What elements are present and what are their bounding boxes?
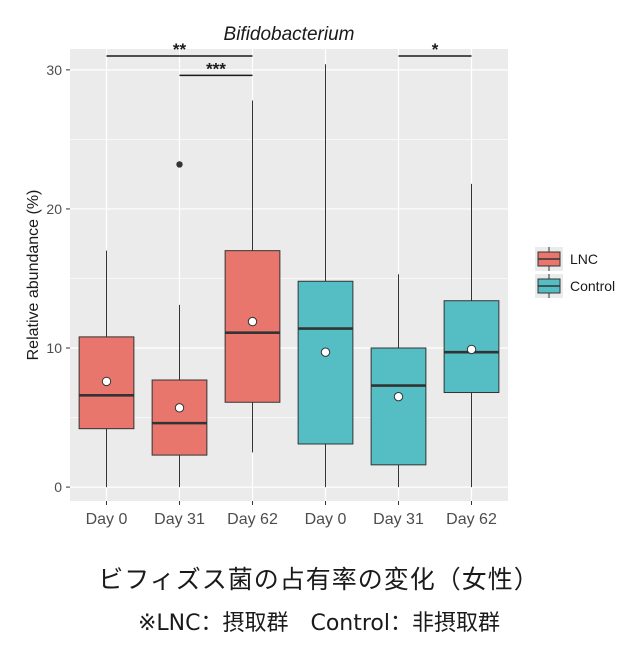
significance-label: * xyxy=(432,40,439,59)
figure-caption-note: ※LNC：摂取群 Control：非摂取群 xyxy=(137,611,501,636)
chart-title: Bifidobacterium xyxy=(224,24,355,45)
gridlines-minor xyxy=(70,139,508,418)
outlier-point xyxy=(176,161,183,168)
figure-caption-title: ビフィズス菌の占有率の変化（女性） xyxy=(98,565,540,594)
box-lnc-day-62 xyxy=(224,100,281,453)
mean-point xyxy=(393,391,404,402)
boxplot-chart: Bifidobacterium 0 10 20 30 Day 0 Day 31 Day 6… xyxy=(25,24,615,528)
legend: LNC Control xyxy=(535,247,615,298)
y-tick-label: 20 xyxy=(46,201,62,217)
box-iqr xyxy=(297,280,354,445)
x-tick-label: Day 62 xyxy=(446,511,497,528)
y-tick-label: 30 xyxy=(46,62,62,78)
significance-brackets: ****** xyxy=(106,40,472,78)
y-tick-label: 0 xyxy=(54,479,62,495)
legend-label-lnc: LNC xyxy=(570,251,598,267)
box-iqr xyxy=(224,250,281,403)
box-iqr xyxy=(151,379,208,456)
significance-label: *** xyxy=(206,59,226,78)
x-axis: Day 0 Day 31 Day 62 Day 0 Day 31 Day 62 xyxy=(86,501,497,528)
significance-label: ** xyxy=(173,40,187,59)
y-axis-label: Relative abundance (%) xyxy=(25,190,42,361)
legend-label-control: Control xyxy=(570,278,615,294)
box-control-day-62 xyxy=(443,183,500,488)
box-lnc-day-31 xyxy=(151,161,208,488)
x-tick-label: Day 0 xyxy=(86,511,128,528)
mean-point xyxy=(247,316,258,327)
box-control-day-31 xyxy=(370,274,427,488)
box-control-day-0 xyxy=(297,64,354,488)
mean-point xyxy=(320,347,331,357)
mean-point xyxy=(174,403,185,413)
boxes xyxy=(78,64,500,488)
plot-panel xyxy=(70,49,508,501)
box-iqr xyxy=(370,347,427,466)
y-axis: 0 10 20 30 xyxy=(46,62,70,495)
x-tick-label: Day 62 xyxy=(227,511,278,528)
x-tick-label: Day 31 xyxy=(373,511,424,528)
x-tick-label: Day 31 xyxy=(154,511,205,528)
x-tick-label: Day 0 xyxy=(305,511,347,528)
box-lnc-day-0 xyxy=(78,250,135,488)
mean-point xyxy=(466,344,477,355)
mean-point xyxy=(101,376,112,387)
y-tick-label: 10 xyxy=(46,340,62,356)
